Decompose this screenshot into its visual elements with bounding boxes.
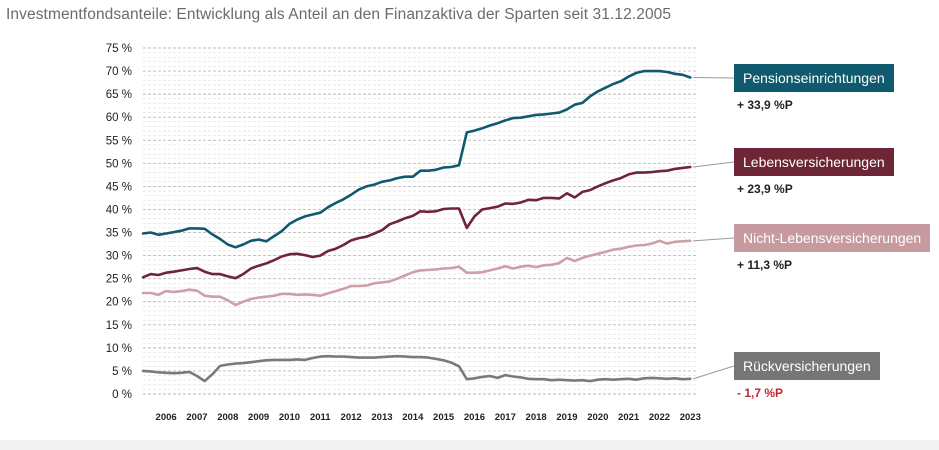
x-tick-label: 2016 <box>464 412 485 423</box>
y-tick-label: 15 % <box>106 320 132 332</box>
leader-line <box>693 161 735 168</box>
x-tick-label: 2012 <box>341 412 362 423</box>
y-tick-label: 0 % <box>112 389 132 401</box>
y-tick-label: 25 % <box>106 274 132 286</box>
x-tick-label: 2020 <box>587 412 608 423</box>
series-line-lebensversicherungen <box>141 165 692 280</box>
label-rueckversicherungen: Rückversicherungen <box>734 352 880 380</box>
y-tick-label: 55 % <box>106 135 132 147</box>
x-tick-label: 2018 <box>526 412 547 423</box>
footer-band <box>0 440 939 450</box>
x-tick-label: 2006 <box>156 412 177 423</box>
y-tick-label: 65 % <box>106 89 132 101</box>
chart-title: Investmentfondsanteile: Entwicklung als … <box>6 6 672 23</box>
label-pensionseinrichtungen: Pensionseinrichtungen <box>734 64 894 92</box>
series-line-pensionseinrichtungen <box>141 69 692 249</box>
change-rueckversicherungen: - 1,7 %P <box>737 386 784 400</box>
change-pensionseinrichtungen: + 33,9 %P <box>737 98 793 112</box>
series-line-r-ckversicherungen <box>141 354 692 383</box>
y-tick-label: 50 % <box>106 158 132 170</box>
leader-line <box>693 365 735 380</box>
label-nicht-lebensversicherungen: Nicht-Lebensversicherungen <box>734 224 931 252</box>
y-tick-label: 40 % <box>106 204 132 216</box>
x-tick-label: 2014 <box>402 412 424 423</box>
y-tick-label: 70 % <box>106 66 132 78</box>
x-tick-label: 2007 <box>186 412 207 423</box>
x-tick-label: 2009 <box>248 412 269 423</box>
x-tick-label: 2021 <box>618 412 640 423</box>
x-axis-ticks: 2006 2007 2008 2009 2010 2011 2012 2013 2014 2015… <box>156 412 701 423</box>
x-tick-label: 2015 <box>433 412 455 423</box>
change-lebensversicherungen: + 23,9 %P <box>737 182 793 196</box>
x-tick-label: 2023 <box>680 412 701 423</box>
label-lebensversicherungen: Lebensversicherungen <box>734 148 894 176</box>
x-tick-label: 2011 <box>310 412 331 423</box>
y-tick-label: 5 % <box>112 366 132 378</box>
x-tick-label: 2013 <box>371 412 392 423</box>
y-tick-label: 10 % <box>106 343 132 355</box>
y-axis-ticks: 0 % 5 % 10 % 15 % 20 % 25 % 30 % 35 % 40 % 45 % 50… <box>106 43 132 401</box>
x-tick-label: 2017 <box>495 412 516 423</box>
y-tick-label: 30 % <box>106 251 132 263</box>
leader-line <box>693 237 735 242</box>
x-tick-label: 2010 <box>279 412 300 423</box>
y-tick-label: 75 % <box>106 43 132 55</box>
x-tick-label: 2008 <box>217 412 238 423</box>
y-tick-label: 45 % <box>106 181 132 193</box>
y-tick-label: 20 % <box>106 297 132 309</box>
y-tick-label: 60 % <box>106 112 132 124</box>
series-lines <box>141 69 692 383</box>
x-tick-label: 2019 <box>556 412 577 423</box>
change-nicht-lebensversicherungen: + 11,3 %P <box>737 258 793 272</box>
series-line-nicht-lebensversicherungen <box>141 239 692 307</box>
label-leader-lines <box>693 77 735 380</box>
y-tick-label: 35 % <box>106 228 132 240</box>
x-tick-label: 2022 <box>649 412 670 423</box>
grid-lines <box>143 47 698 395</box>
